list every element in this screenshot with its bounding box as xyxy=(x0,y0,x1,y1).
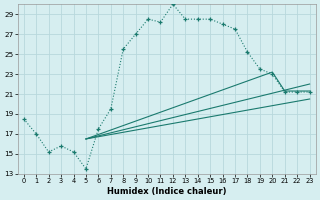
X-axis label: Humidex (Indice chaleur): Humidex (Indice chaleur) xyxy=(107,187,227,196)
